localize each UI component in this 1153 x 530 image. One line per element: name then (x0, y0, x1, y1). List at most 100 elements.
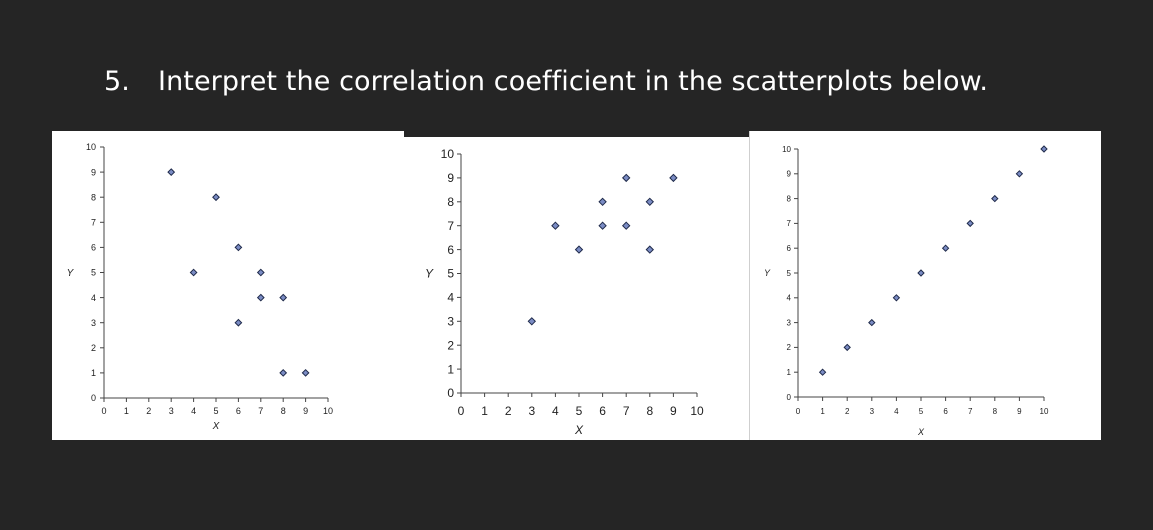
y-tick-label: 9 (787, 170, 792, 179)
y-tick-label: 1 (447, 362, 454, 376)
x-tick-label: 4 (894, 407, 899, 416)
x-tick-label: 7 (258, 406, 263, 416)
x-tick-label: 10 (1040, 407, 1049, 416)
x-tick-label: 0 (796, 407, 801, 416)
y-tick-label: 7 (787, 219, 792, 228)
scatter-point (991, 194, 999, 203)
scatter-point (279, 368, 288, 377)
scatter-point (189, 268, 198, 277)
scatter-point (234, 243, 243, 252)
scatter-point (256, 293, 265, 302)
x-tick-label: 4 (191, 406, 196, 416)
question-heading: 5. Interpret the correlation coefficient … (104, 66, 988, 97)
scatter-point (279, 293, 288, 302)
y-tick-label: 6 (447, 243, 454, 257)
y-tick-label: 3 (447, 315, 454, 329)
y-tick-label: 9 (447, 171, 454, 185)
scatter-point (301, 368, 310, 377)
y-tick-label: 5 (91, 268, 96, 278)
scatter-point (941, 244, 950, 252)
scatter-point (645, 245, 655, 254)
scatter-point (669, 173, 678, 183)
scatter-point (843, 343, 851, 352)
x-tick-label: 1 (124, 406, 129, 416)
y-tick-label: 4 (787, 294, 792, 303)
scatter-point (234, 318, 243, 327)
y-tick-label: 6 (787, 244, 792, 253)
y-axis-label: Y (425, 267, 434, 281)
x-tick-label: 5 (919, 407, 924, 416)
y-tick-label: 3 (787, 318, 792, 327)
y-tick-label: 2 (91, 343, 96, 353)
scatterplot-3: 0 1 2 3 4 5 6 7 8 9 10 0 1 2 3 4 5 6 7 8 9 10 X Y (764, 145, 1049, 437)
scatter-point (868, 318, 876, 327)
x-tick-label: 3 (169, 406, 174, 416)
scatterplot-panel-2: 0 1 2 3 4 5 6 7 8 9 10 0 1 2 3 4 5 6 7 8 9 10 X Y (404, 137, 749, 440)
x-tick-label: 7 (968, 407, 973, 416)
x-tick-label: 9 (670, 404, 677, 418)
x-tick-label: 3 (870, 407, 875, 416)
y-tick-label: 4 (91, 293, 96, 303)
y-tick-label: 8 (91, 192, 96, 202)
x-tick-label: 9 (1017, 407, 1022, 416)
y-tick-label: 7 (447, 219, 454, 233)
scatter-point (892, 294, 901, 302)
x-tick-label: 2 (505, 404, 512, 418)
scatter-point (574, 245, 584, 254)
scatter-point (598, 197, 607, 207)
y-tick-label: 0 (447, 386, 454, 400)
y-tick-label: 1 (787, 368, 792, 377)
scatterplot-panel-1: 0 1 2 3 4 5 6 7 8 9 10 0 1 2 3 4 5 6 7 8 9 10 X Y (52, 131, 404, 440)
x-tick-label: 10 (690, 404, 704, 418)
y-tick-label: 9 (91, 167, 96, 177)
y-tick-label: 8 (447, 195, 454, 209)
y-tick-label: 1 (91, 368, 96, 378)
x-tick-label: 5 (576, 404, 583, 418)
x-tick-label: 10 (323, 406, 333, 416)
y-axis-label: Y (67, 268, 75, 279)
scatter-point (917, 269, 925, 277)
x-tick-label: 1 (820, 407, 825, 416)
y-tick-label: 3 (91, 318, 96, 328)
x-tick-label: 7 (623, 404, 630, 418)
x-tick-label: 6 (599, 404, 606, 418)
x-tick-label: 0 (101, 406, 106, 416)
scatter-point (818, 368, 827, 376)
y-tick-label: 7 (91, 217, 96, 227)
y-tick-label: 2 (787, 343, 792, 352)
scatter-point (212, 193, 220, 202)
scatterplot-2: 0 1 2 3 4 5 6 7 8 9 10 0 1 2 3 4 5 6 7 8 9 10 X Y (425, 147, 704, 437)
scatter-point (527, 317, 537, 326)
x-tick-label: 9 (303, 406, 308, 416)
y-tick-label: 6 (91, 243, 96, 253)
y-tick-label: 0 (91, 393, 96, 403)
scatterplot-1: 0 1 2 3 4 5 6 7 8 9 10 0 1 2 3 4 5 6 7 8 9 10 X Y (67, 142, 333, 432)
y-tick-label: 5 (787, 269, 792, 278)
scatter-point (966, 219, 974, 228)
x-tick-label: 5 (213, 406, 218, 416)
x-tick-label: 1 (481, 404, 488, 418)
x-tick-label: 2 (845, 407, 850, 416)
y-axis-label: Y (764, 268, 771, 278)
x-tick-label: 4 (552, 404, 559, 418)
scatter-point (1040, 145, 1048, 153)
x-tick-label: 0 (458, 404, 465, 418)
x-axis-label: X (917, 427, 925, 437)
y-tick-label: 8 (787, 194, 792, 203)
y-tick-label: 2 (447, 338, 454, 352)
y-tick-label: 10 (86, 142, 96, 152)
scatter-point (621, 173, 631, 183)
x-tick-label: 8 (281, 406, 286, 416)
scatter-point (256, 268, 265, 277)
scatter-point (621, 221, 631, 230)
x-tick-label: 6 (943, 407, 948, 416)
scatter-point (645, 197, 655, 207)
y-tick-label: 10 (782, 145, 791, 154)
x-axis-label: X (574, 423, 584, 437)
x-tick-label: 6 (236, 406, 241, 416)
y-tick-label: 0 (787, 393, 792, 402)
x-tick-label: 2 (146, 406, 151, 416)
y-tick-label: 5 (447, 267, 454, 281)
question-number: 5. (104, 66, 130, 97)
question-text: Interpret the correlation coefficient in… (158, 66, 989, 97)
